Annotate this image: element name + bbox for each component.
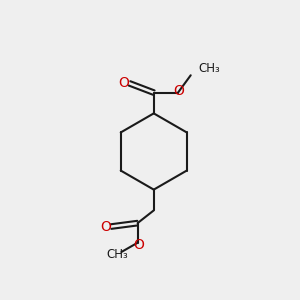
Text: O: O: [173, 84, 184, 98]
Text: CH₃: CH₃: [199, 62, 220, 75]
Text: O: O: [118, 76, 129, 90]
Text: O: O: [133, 238, 144, 252]
Text: CH₃: CH₃: [106, 248, 128, 262]
Text: O: O: [100, 220, 111, 234]
